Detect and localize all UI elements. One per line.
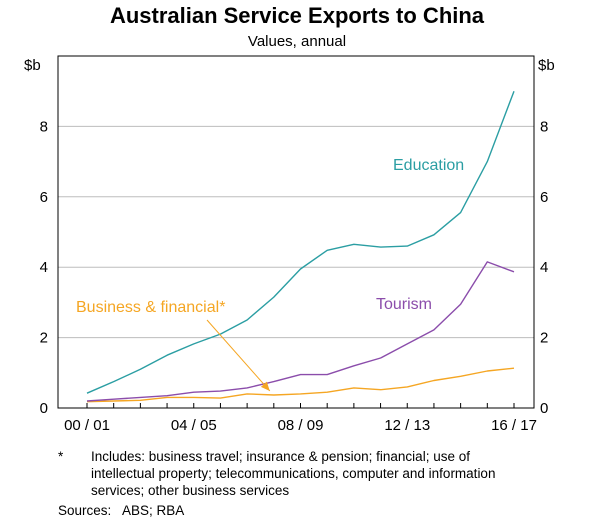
plot-frame xyxy=(57,55,535,409)
series-line-1 xyxy=(86,261,515,402)
y-tick-label-right: 0 xyxy=(540,400,548,417)
series-line-2 xyxy=(86,367,515,403)
axis-ticks: 0 0 2 2 4 4 6 6 8 8 00 / 01 04 / 05 08 / 09 12 / 13 16… xyxy=(40,118,549,434)
footnote-text: Includes: business travel; insurance & p… xyxy=(91,448,571,499)
x-tick-label: 16 / 17 xyxy=(491,417,537,434)
y-tick-label-right: 6 xyxy=(540,189,548,206)
series-label-tourism: Tourism xyxy=(376,296,432,313)
gridlines xyxy=(58,125,534,339)
y-tick-label-left: 0 xyxy=(40,400,48,417)
series-label-education: Education xyxy=(393,157,464,174)
y-tick-label-left: 4 xyxy=(40,259,48,276)
y-unit-right: $b xyxy=(538,57,555,74)
y-tick-label-right: 2 xyxy=(540,330,548,347)
y-tick-label-left: 2 xyxy=(40,330,48,347)
x-tick-label: 08 / 09 xyxy=(278,417,324,434)
sources-label: Sources: xyxy=(58,503,112,518)
footnote-line: services; other business services xyxy=(91,483,290,498)
x-tick-label: 12 / 13 xyxy=(384,417,430,434)
series-label-business-financial: Business & financial* xyxy=(76,299,225,316)
x-tick-label: 00 / 01 xyxy=(64,417,110,434)
business-label-arrow xyxy=(206,319,271,392)
footnote-line: Includes: business travel; insurance & p… xyxy=(91,449,470,464)
series-line-0 xyxy=(86,90,515,394)
x-tick-label: 04 / 05 xyxy=(171,417,217,434)
sources-text: ABS; RBA xyxy=(122,503,185,518)
chart-title: Australian Service Exports to China xyxy=(110,3,485,28)
chart-subtitle: Values, annual xyxy=(248,33,346,50)
y-tick-label-right: 4 xyxy=(540,259,548,276)
y-tick-label-right: 8 xyxy=(540,118,548,135)
footnote-line: intellectual property; telecommunication… xyxy=(91,466,496,481)
y-tick-label-left: 8 xyxy=(40,118,48,135)
footnote-marker: * xyxy=(58,449,64,464)
series-lines xyxy=(86,90,515,403)
business-label-arrowhead xyxy=(260,381,270,391)
y-unit-left: $b xyxy=(24,57,41,74)
y-tick-label-left: 6 xyxy=(40,189,48,206)
